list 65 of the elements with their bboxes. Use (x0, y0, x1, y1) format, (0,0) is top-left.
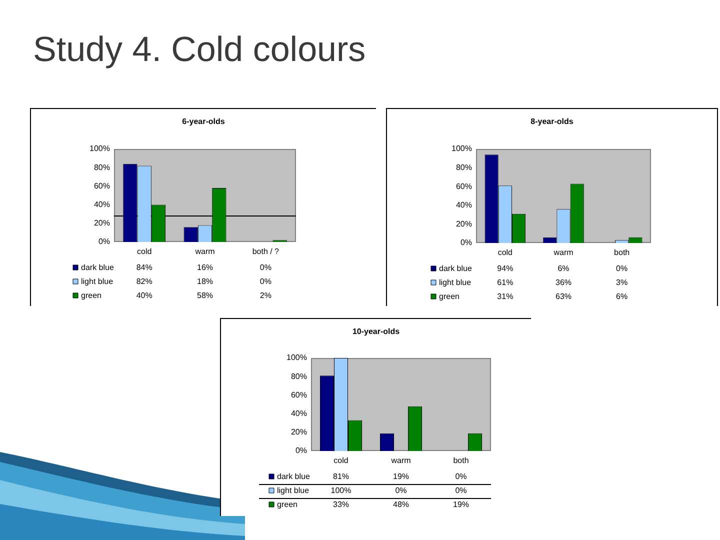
data-label: 58% (196, 291, 214, 300)
y-tick-label: 20% (290, 428, 307, 437)
y-tick-label: 20% (94, 218, 110, 228)
y-tick-label: 80% (290, 372, 307, 381)
data-label: 3% (616, 278, 628, 288)
y-tick-label: 40% (94, 200, 110, 210)
legend-label: light blue (439, 278, 472, 288)
y-tick-label: 100% (452, 144, 472, 154)
legend-label: light blue (277, 486, 310, 496)
y-tick-label: 100% (90, 144, 110, 154)
y-tick-label: 100% (286, 353, 307, 362)
data-label: 6% (558, 264, 570, 274)
data-label: 82% (136, 277, 152, 286)
x-tick-label: warm (552, 248, 574, 258)
text: Study 4. Cold colours (33, 30, 366, 69)
y-tick-label: 60% (290, 390, 307, 400)
y-tick-label: 20% (456, 219, 472, 228)
y-tick-label: 80% (94, 162, 110, 172)
x-tick-label: both (614, 248, 630, 258)
data-label: 61% (497, 278, 514, 288)
legend-label: green (81, 291, 102, 300)
data-label: 0% (260, 263, 272, 272)
y-tick-label: 80% (456, 163, 472, 172)
x-tick-label: warm (194, 247, 216, 256)
chart-title: 8-year-olds (530, 117, 574, 126)
x-tick-label: both (453, 456, 469, 466)
legend-label: light blue (81, 277, 114, 286)
data-label: 0% (260, 277, 272, 286)
data-label: 0% (616, 264, 628, 274)
y-tick-label: 60% (456, 182, 472, 191)
data-label: 94% (497, 264, 514, 274)
x-tick-label: cold (498, 248, 513, 258)
y-tick-label: 60% (94, 181, 110, 190)
y-tick-label: 0% (460, 238, 472, 248)
data-label: 81% (332, 472, 350, 482)
y-tick-label: 0% (295, 446, 307, 456)
x-tick-label: cold (334, 456, 348, 466)
legend-label: green (439, 292, 460, 302)
data-label: 0% (395, 486, 407, 496)
data-label: 31% (497, 292, 514, 302)
data-label: 2% (260, 291, 272, 300)
data-label: 48% (392, 500, 410, 510)
y-tick-label: 0% (98, 237, 110, 246)
data-label: 6% (616, 292, 628, 302)
chart-title: 6-year-olds (182, 117, 226, 126)
data-label: 33% (332, 500, 350, 510)
data-label: 84% (136, 263, 152, 272)
legend-label: dark blue (439, 264, 472, 274)
data-label: 36% (555, 278, 572, 288)
data-label: 18% (196, 277, 214, 286)
legend-label: dark blue (277, 472, 310, 482)
legend-label: dark blue (81, 263, 114, 272)
legend-label: green (277, 500, 298, 510)
y-tick-label: 40% (456, 200, 472, 210)
data-label: 100% (330, 486, 352, 496)
x-tick-label: warm (390, 456, 412, 466)
data-label: 40% (136, 291, 152, 300)
x-tick-label: both / ? (252, 247, 280, 256)
data-label: 19% (452, 500, 470, 510)
data-label: 16% (196, 263, 214, 272)
chart-title: 10-year-olds (352, 327, 400, 336)
data-label: 63% (555, 292, 572, 302)
y-tick-label: 40% (290, 409, 307, 418)
x-tick-label: cold (136, 247, 152, 256)
data-label: 19% (392, 472, 410, 482)
